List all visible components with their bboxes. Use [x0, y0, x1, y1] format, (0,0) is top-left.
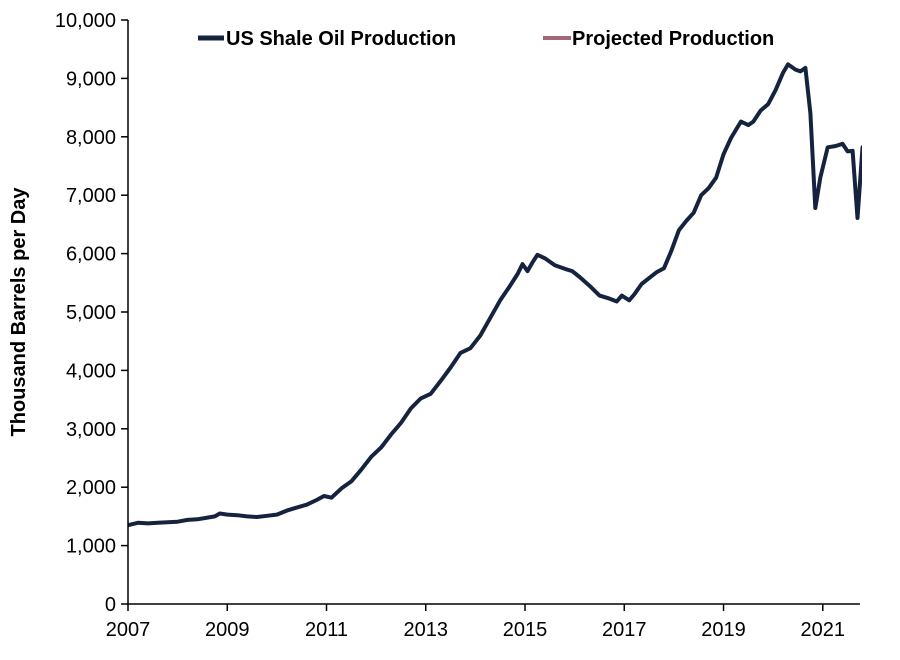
plot-lines — [128, 62, 889, 528]
y-tick-label: 2,000 — [66, 477, 116, 499]
y-tick-label: 3,000 — [66, 419, 116, 441]
y-tick-label: 9,000 — [66, 68, 116, 90]
y-ticks: 0 1,000 2,000 3,000 4,000 5,000 6,000 7,000 8,00… — [55, 10, 128, 616]
legend-label-us-shale: US Shale Oil Production — [226, 28, 456, 50]
legend: US Shale Oil Production Projected Produc… — [198, 28, 774, 50]
x-tick-label: 2021 — [801, 619, 846, 641]
y-axis-title: Thousand Barrels per Day — [8, 187, 30, 437]
x-tick-label: 2019 — [701, 619, 746, 641]
y-tick-label: 1,000 — [66, 536, 116, 558]
y-tick-label: 8,000 — [66, 127, 116, 149]
x-tick-label: 2017 — [602, 619, 647, 641]
x-ticks: 2007 2009 2011 2013 2015 2017 2019 2021 — [106, 604, 845, 641]
y-tick-label: 0 — [105, 594, 116, 616]
y-tick-label: 6,000 — [66, 244, 116, 266]
series-line-us-shale — [128, 62, 862, 528]
y-tick-label: 10,000 — [55, 10, 116, 32]
y-tick-label: 4,000 — [66, 360, 116, 382]
x-tick-label: 2009 — [205, 619, 250, 641]
y-tick-label: 5,000 — [66, 302, 116, 324]
x-tick-label: 2013 — [404, 619, 449, 641]
x-tick-label: 2007 — [106, 619, 151, 641]
series-line-projected — [877, 130, 889, 137]
x-tick-label: 2011 — [305, 619, 348, 641]
x-tick-label: 2015 — [503, 619, 548, 641]
y-tick-label: 7,000 — [66, 185, 116, 207]
legend-label-projected: Projected Production — [572, 28, 774, 50]
